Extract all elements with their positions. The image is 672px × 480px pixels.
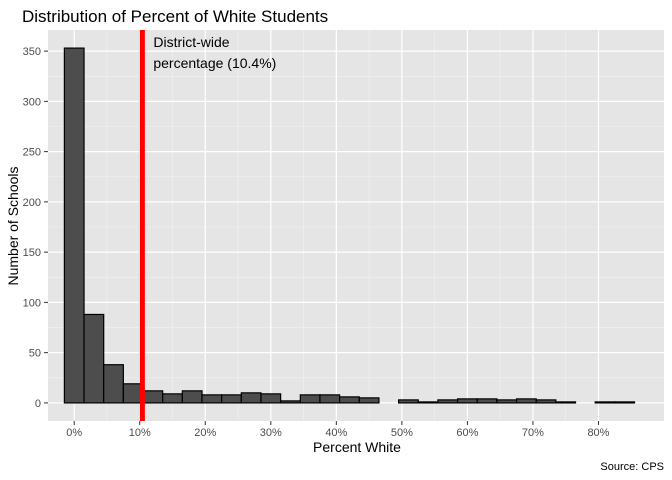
histogram-bar [319,394,341,404]
y-tick-label: 200 [23,197,41,209]
histogram-bar [280,400,301,404]
x-tick-label: 10% [129,427,151,439]
annotation-layer: District-wide percentage (10.4%) [153,34,276,71]
histogram-bar [181,390,203,404]
histogram-bar [162,393,183,404]
histogram-bar [437,399,459,404]
x-tick-label: 50% [391,427,413,439]
histogram-bar [515,398,537,404]
x-tick-label: 40% [325,427,347,439]
histogram-bar [63,47,85,404]
histogram-bar [555,401,577,404]
histogram-bar [103,364,124,404]
chart-title: Distribution of Percent of White Student… [22,7,328,26]
panel-background [48,30,664,421]
y-tick-label: 350 [23,46,41,58]
histogram-bar [476,398,498,404]
y-tick-label: 100 [23,297,41,309]
histogram-bar [83,313,105,404]
histogram-bar [299,394,321,404]
y-axis: 0 50 100 150 200 250 300 350 [23,46,48,410]
annotation-text: percentage (10.4%) [153,55,276,71]
histogram-bar [397,399,419,404]
x-tick-label: 0% [66,427,82,439]
x-axis: 0% 10% 20% 30% 40% 50% 60% 70% 80% [66,421,610,439]
histogram-bar [594,401,616,404]
histogram-bar [535,399,557,404]
y-axis-title: Number of Schools [5,166,21,285]
histogram-bar [221,394,242,404]
x-tick-label: 20% [194,427,216,439]
y-tick-label: 300 [23,96,41,108]
x-axis-title: Percent White [313,439,401,455]
histogram-bar [339,396,360,404]
y-tick-label: 0 [35,398,41,410]
source-caption: Source: CPS [600,461,664,473]
histogram-bar [496,399,518,404]
histogram-bar [260,393,282,404]
x-tick-label: 60% [456,427,478,439]
x-tick-label: 70% [522,427,544,439]
y-tick-label: 50 [29,348,41,360]
x-tick-label: 30% [260,427,282,439]
histogram-bar [417,401,439,404]
bars [63,47,636,404]
histogram-bar [240,392,262,404]
histogram-bar [358,397,380,404]
histogram-bar [142,390,164,404]
annotation-text: District-wide [153,34,229,50]
histogram-bar [614,401,636,404]
plot-panel [48,30,664,421]
y-tick-label: 150 [23,247,41,259]
x-tick-label: 80% [587,427,609,439]
y-tick-label: 250 [23,147,41,159]
histogram-bar [456,398,478,404]
histogram-bar [201,394,223,404]
grid-lines [48,30,664,421]
